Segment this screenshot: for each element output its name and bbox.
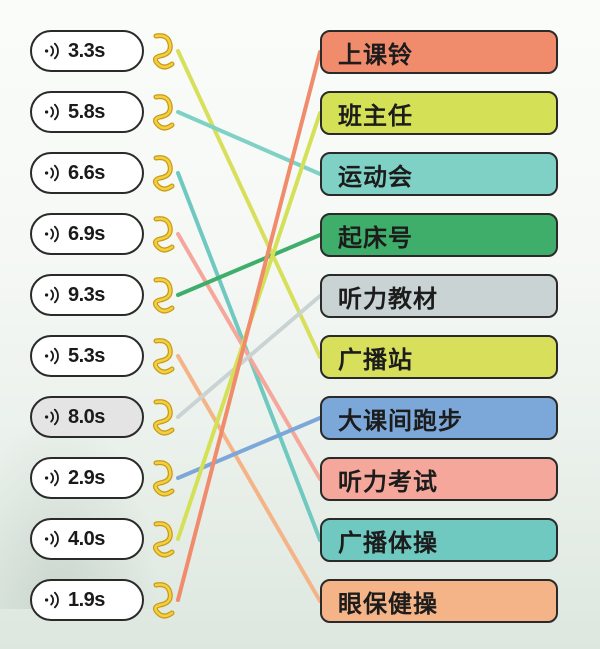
audio-item: 5.3s [30,335,178,377]
match-line [178,234,320,479]
match-target[interactable]: 广播体操 [320,518,558,562]
match-line [178,356,320,601]
curl-icon [150,215,178,253]
audio-item: 9.3s [30,274,178,316]
match-target[interactable]: 听力教材 [320,274,558,318]
audio-item: 8.0s [30,396,178,438]
match-line [178,113,320,539]
curl-icon [150,337,178,375]
audio-play-button[interactable]: 5.3s [30,335,144,377]
audio-item: 6.9s [30,213,178,255]
match-target[interactable]: 运动会 [320,152,558,196]
match-target-label: 广播体操 [338,523,438,558]
audio-play-button[interactable]: 4.0s [30,518,144,560]
curl-icon [150,398,178,436]
audio-duration: 9.3s [68,284,105,307]
match-target-label: 班主任 [338,96,413,131]
audio-play-button[interactable]: 1.9s [30,579,144,621]
audio-play-button[interactable]: 6.9s [30,213,144,255]
speaker-icon [42,467,64,489]
match-target[interactable]: 班主任 [320,91,558,135]
audio-item: 1.9s [30,579,178,621]
match-target[interactable]: 广播站 [320,335,558,379]
speaker-icon [42,589,64,611]
label-list: 上课铃班主任运动会起床号听力教材广播站大课间跑步听力考试广播体操眼保健操 [320,30,558,640]
audio-play-button[interactable]: 3.3s [30,30,144,72]
curl-icon [150,93,178,131]
curl-icon [150,581,178,619]
audio-item: 5.8s [30,91,178,133]
audio-duration: 1.9s [68,589,105,612]
audio-item: 6.6s [30,152,178,194]
audio-item: 4.0s [30,518,178,560]
curl-icon [150,276,178,314]
match-target-label: 起床号 [338,218,413,253]
speaker-icon [42,406,64,428]
speaker-icon [42,528,64,550]
audio-play-button[interactable]: 5.8s [30,91,144,133]
audio-item: 3.3s [30,30,178,72]
match-target-label: 眼保健操 [338,584,438,619]
match-line [178,112,320,174]
audio-play-button[interactable]: 2.9s [30,457,144,499]
curl-icon [150,154,178,192]
audio-list: 3.3s 5.8s 6.6s 6.9s 9.3s 5.3s 8.0s 2.9s 4.0s 1.9s [30,30,178,640]
match-target-label: 运动会 [338,157,413,192]
audio-duration: 5.3s [68,345,105,368]
audio-duration: 3.3s [68,40,105,63]
audio-duration: 5.8s [68,101,105,124]
audio-duration: 2.9s [68,467,105,490]
audio-duration: 4.0s [68,528,105,551]
audio-play-button[interactable]: 6.6s [30,152,144,194]
speaker-icon [42,345,64,367]
match-target[interactable]: 上课铃 [320,30,558,74]
match-target[interactable]: 眼保健操 [320,579,558,623]
match-line [178,296,320,417]
match-line [178,418,320,478]
match-line [178,173,320,540]
match-target-label: 听力教材 [338,279,438,314]
match-target[interactable]: 大课间跑步 [320,396,558,440]
match-target-label: 广播站 [338,340,413,375]
audio-duration: 6.9s [68,223,105,246]
curl-icon [150,32,178,70]
audio-duration: 6.6s [68,162,105,185]
match-target[interactable]: 听力考试 [320,457,558,501]
audio-play-button[interactable]: 9.3s [30,274,144,316]
audio-play-button[interactable]: 8.0s [30,396,144,438]
curl-icon [150,520,178,558]
speaker-icon [42,101,64,123]
match-line [178,52,320,600]
match-target-label: 上课铃 [338,35,413,70]
speaker-icon [42,223,64,245]
curl-icon [150,459,178,497]
match-target-label: 听力考试 [338,462,438,497]
speaker-icon [42,284,64,306]
speaker-icon [42,40,64,62]
match-line [178,235,320,295]
audio-duration: 8.0s [68,406,105,429]
audio-item: 2.9s [30,457,178,499]
match-line [178,51,320,357]
match-target-label: 大课间跑步 [338,401,463,436]
match-target[interactable]: 起床号 [320,213,558,257]
speaker-icon [42,162,64,184]
